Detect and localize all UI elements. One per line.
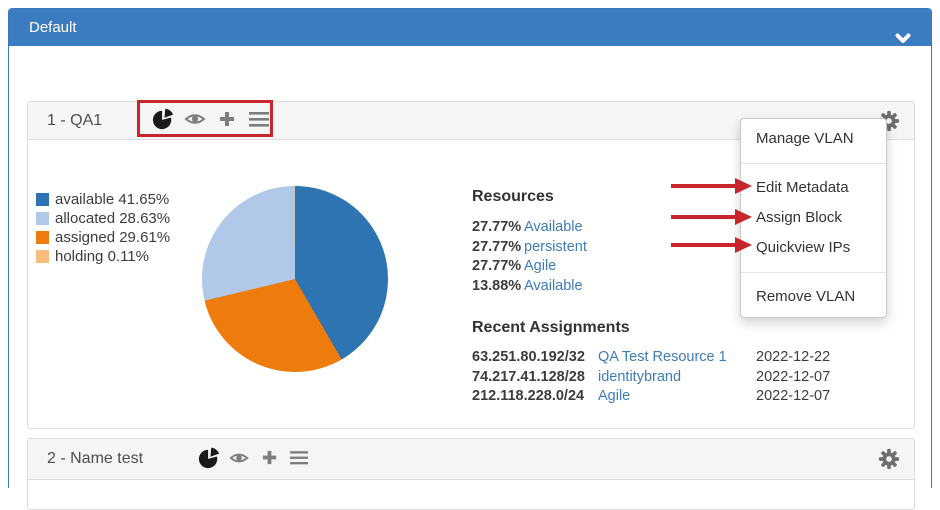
legend-item: allocated 28.63%: [36, 209, 170, 227]
resources-list: 27.77% Available 27.77% persistent 27.77% A…: [472, 218, 587, 297]
pie-chart-view-button[interactable]: [198, 447, 220, 472]
pie-chart-icon: [198, 447, 220, 472]
recent-assignments-list: 63.251.80.192/32 QA Test Resource 1 2022-1…: [472, 348, 830, 407]
assignment-resource-link[interactable]: QA Test Resource 1: [598, 349, 727, 365]
menu-item-remove-vlan[interactable]: Remove VLAN: [756, 288, 856, 305]
assignment-date: 2022-12-07: [756, 368, 831, 385]
menu-item-assign-block[interactable]: Assign Block: [756, 209, 842, 226]
recent-assignments-heading: Recent Assignments: [472, 319, 630, 336]
resource-row: 13.88% Available: [472, 277, 587, 297]
legend-swatch: [36, 211, 49, 225]
resource-row: 27.77% persistent: [472, 238, 587, 258]
resource-link[interactable]: Available: [524, 278, 583, 295]
legend-item: holding 0.11%: [36, 247, 170, 265]
menu-item-edit-metadata[interactable]: Edit Metadata: [756, 179, 849, 196]
resource-pct: 27.77%: [472, 258, 522, 275]
resource-row: 27.77% Agile: [472, 257, 587, 277]
legend-label: available 41.65%: [55, 190, 170, 208]
assignment-row: 212.118.228.0/24 Agile 2022-12-07: [472, 387, 830, 407]
legend-label: allocated 28.63%: [55, 209, 171, 227]
legend-swatch: [36, 249, 49, 263]
add-button[interactable]: [258, 448, 280, 470]
gear-icon: [878, 448, 900, 473]
assignment-date: 2022-12-22: [756, 349, 831, 365]
eye-icon: [184, 108, 206, 133]
resource-link[interactable]: Agile: [524, 258, 557, 275]
resource-row: 27.77% Available: [472, 218, 587, 238]
pie-chart-icon: [152, 108, 174, 133]
gear-dropdown-menu: Manage VLAN Edit Metadata Assign Block Q…: [740, 118, 887, 318]
assignment-cidr: 74.217.41.128/28: [472, 368, 585, 385]
utilization-pie-chart: [202, 186, 388, 372]
gear-menu-button[interactable]: [878, 448, 900, 470]
resource-link[interactable]: persistent: [524, 238, 587, 255]
resources-heading: Resources: [472, 188, 554, 205]
list-view-button[interactable]: [288, 448, 310, 470]
legend-label: assigned 29.61%: [55, 228, 171, 246]
add-button[interactable]: [216, 110, 238, 132]
list-icon: [249, 111, 269, 130]
resource-pct: 27.77%: [472, 219, 522, 235]
legend-label: holding 0.11%: [55, 247, 149, 265]
assignment-date: 2022-12-07: [756, 388, 831, 405]
vlan-panel-2-header: 2 - Name test: [28, 439, 914, 480]
chevron-down-icon[interactable]: [895, 22, 911, 59]
assignment-resource-link[interactable]: Agile: [598, 388, 631, 405]
accordion-header[interactable]: Default: [9, 9, 931, 46]
resource-link[interactable]: Available: [524, 219, 583, 235]
eye-view-button[interactable]: [184, 110, 206, 132]
legend-swatch: [36, 192, 49, 206]
pie-legend: available 41.65% allocated 28.63% assign…: [36, 190, 170, 266]
list-icon: [290, 450, 308, 468]
resource-pct: 27.77%: [472, 238, 522, 255]
legend-item: assigned 29.61%: [36, 228, 170, 246]
plus-icon: [261, 449, 278, 469]
vlan-panel-2: 2 - Name test: [27, 438, 915, 510]
vlan-panel-1-title: 1 - QA1: [47, 112, 103, 129]
assignment-cidr: 63.251.80.192/32: [472, 349, 585, 365]
legend-swatch: [36, 230, 49, 244]
assignment-cidr: 212.118.228.0/24: [472, 388, 585, 405]
accordion-title: Default: [29, 19, 77, 36]
vlan-panel-2-title: 2 - Name test: [47, 450, 144, 467]
assignment-row: 63.251.80.192/32 QA Test Resource 1 2022-1…: [472, 348, 830, 368]
pie-chart-view-button[interactable]: [152, 108, 174, 133]
menu-item-manage-vlan[interactable]: Manage VLAN: [756, 130, 854, 147]
eye-view-button[interactable]: [228, 448, 250, 470]
legend-item: available 41.65%: [36, 190, 170, 208]
vlan-panel-1-toolbar: [152, 102, 270, 139]
resource-pct: 13.88%: [472, 278, 522, 295]
assignment-resource-link[interactable]: identitybrand: [598, 368, 682, 385]
list-view-button[interactable]: [248, 110, 270, 132]
menu-item-quickview-ips[interactable]: Quickview IPs: [756, 239, 851, 256]
menu-divider: [741, 163, 886, 164]
eye-icon: [229, 448, 249, 471]
vlan-panel-2-toolbar: [198, 439, 310, 479]
assignment-row: 74.217.41.128/28 identitybrand 2022-12-07: [472, 368, 830, 388]
plus-icon: [218, 110, 236, 131]
menu-divider: [741, 272, 886, 273]
